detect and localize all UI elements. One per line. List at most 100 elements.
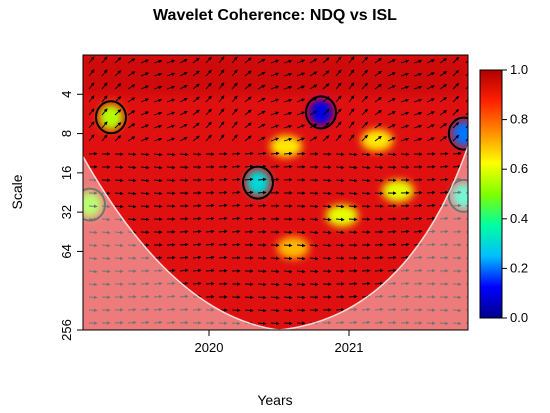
phase-arrow [153, 85, 163, 90]
phase-arrow [244, 109, 252, 116]
phase-arrow [88, 82, 95, 90]
phase-arrow [257, 295, 267, 300]
phase-arrow [283, 295, 293, 300]
phase-arrow [361, 178, 371, 183]
phase-arrow [348, 178, 358, 183]
phase-arrow [374, 165, 384, 170]
phase-arrow [400, 137, 410, 142]
phase-arrow [192, 109, 200, 116]
phase-arrow [426, 242, 436, 247]
phase-arrow [257, 282, 267, 287]
phase-arrow [88, 217, 98, 222]
phase-arrow [179, 255, 189, 260]
phase-arrow [348, 121, 355, 129]
phase-arrow [205, 255, 215, 260]
phase-arrow [322, 256, 332, 261]
phase-arrow [309, 110, 318, 116]
phase-arrow [361, 165, 371, 170]
phase-arrow [270, 269, 280, 274]
phase-arrow [348, 307, 358, 312]
phase-arrow [205, 268, 215, 273]
low-coherence-region [246, 169, 270, 196]
phase-arrow [153, 320, 163, 325]
phase-arrow [244, 216, 254, 221]
phase-arrow [413, 216, 423, 221]
phase-arrow [361, 191, 371, 196]
phase-arrow [192, 268, 202, 273]
phase-arrow [270, 282, 280, 287]
significance-contour [447, 178, 468, 213]
phase-arrow [127, 320, 137, 325]
phase-arrow [465, 56, 468, 64]
phase-arrow [322, 109, 330, 116]
phase-arrow [413, 124, 423, 129]
phase-arrow [387, 294, 397, 299]
phase-arrow [465, 322, 468, 324]
phase-arrow [283, 151, 293, 156]
phase-arrow [439, 203, 449, 208]
phase-arrow [400, 216, 410, 221]
plot-frame [82, 54, 469, 331]
phase-arrow [127, 136, 136, 142]
phase-arrow [270, 295, 280, 300]
phase-arrow [140, 85, 149, 90]
phase-arrow [218, 242, 228, 247]
phase-arrow [88, 295, 98, 300]
phase-arrow [218, 82, 225, 90]
phase-arrow [283, 124, 293, 129]
phase-arrow [114, 122, 122, 129]
phase-arrow [114, 243, 124, 248]
phase-arrow [400, 229, 410, 234]
phase-arrow [465, 69, 468, 77]
phase-arrow [374, 178, 384, 183]
phase-arrow [426, 98, 435, 103]
phase-arrow [296, 72, 306, 77]
phase-arrow [127, 178, 137, 183]
phase-arrow [361, 307, 371, 312]
x-axis-title: Years [257, 392, 292, 408]
phase-arrow [205, 121, 212, 129]
phase-arrow [205, 281, 215, 286]
phase-arrow [127, 204, 137, 209]
phase-arrow [426, 190, 436, 195]
phase-arrow [218, 216, 228, 221]
phase-arrow [101, 243, 111, 248]
phase-arrow [179, 58, 188, 64]
phase-arrow [335, 95, 342, 103]
phase-arrow [374, 135, 382, 142]
y-tick-label: 4 [59, 91, 74, 98]
phase-arrow [283, 282, 293, 287]
phase-arrow [283, 98, 293, 103]
phase-arrow [231, 242, 241, 247]
phase-arrow [101, 269, 111, 274]
phase-arrow [244, 83, 252, 90]
phase-arrow [179, 123, 188, 129]
phase-arrow [257, 123, 266, 129]
phase-arrow [101, 282, 111, 287]
phase-arrow [348, 95, 355, 103]
phase-arrow [426, 229, 436, 234]
phase-arrow [413, 203, 423, 208]
phase-arrow [452, 82, 460, 90]
phase-arrow [166, 137, 176, 142]
phase-arrow [88, 56, 95, 64]
phase-arrow [205, 229, 215, 234]
phase-arrow [270, 321, 280, 326]
phase-arrow [101, 230, 111, 235]
phase-arrow [335, 82, 342, 90]
phase-arrow [127, 243, 137, 248]
phase-arrow [374, 320, 384, 325]
colorbar-tick-label: 0.2 [510, 260, 528, 275]
phase-arrow [387, 255, 397, 260]
phase-arrow [283, 321, 293, 326]
phase-arrow [296, 217, 306, 222]
phase-arrow [231, 216, 241, 221]
phase-arrow [322, 122, 330, 129]
phase-arrow [179, 294, 189, 299]
phase-arrow [296, 230, 306, 235]
phase-arrow [101, 69, 108, 77]
phase-arrow [101, 82, 108, 90]
y-tick-label: 256 [59, 319, 74, 341]
phase-arrow [309, 217, 319, 222]
